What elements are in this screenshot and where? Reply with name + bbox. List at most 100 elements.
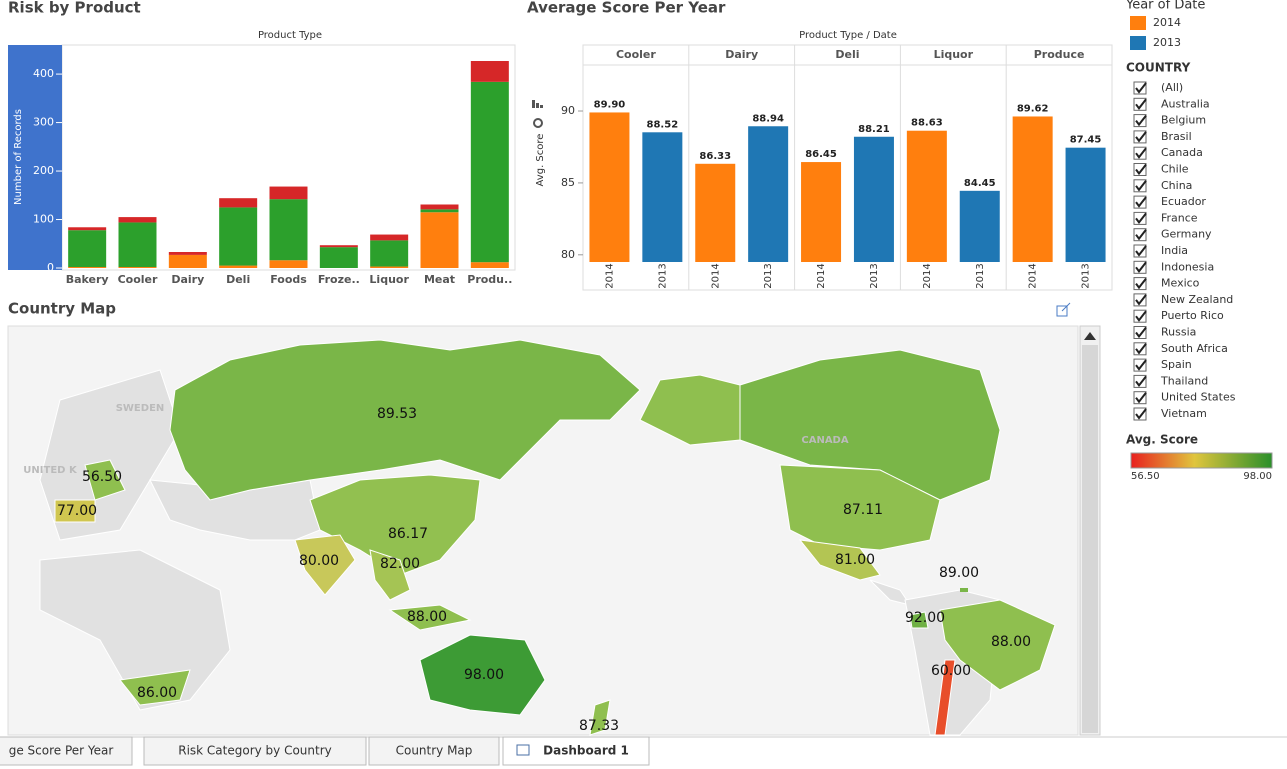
country-value-label: 81.00 (835, 552, 875, 568)
checkmark (1135, 131, 1147, 143)
checkmark (1135, 98, 1147, 110)
filter-option[interactable]: Brasil (1161, 130, 1192, 143)
filter-option[interactable]: Thailand (1160, 374, 1208, 387)
scrollbar[interactable] (1079, 325, 1101, 736)
bar (589, 112, 630, 263)
place-name: CANADA (801, 435, 848, 446)
value-label: 88.63 (911, 118, 943, 129)
bar (1065, 147, 1106, 262)
filter-option[interactable]: China (1161, 179, 1192, 192)
filter-option[interactable]: Indonesia (1161, 260, 1214, 273)
filter-option[interactable]: United States (1161, 391, 1236, 404)
bar-segment (68, 227, 107, 231)
filter-option[interactable]: Germany (1161, 228, 1212, 241)
tab[interactable] (502, 736, 650, 766)
bar-segment (68, 267, 107, 268)
x-tick-label: 2013 (975, 263, 986, 288)
checkmark (1135, 392, 1147, 404)
country-value-label: 56.50 (82, 469, 122, 485)
bar-segment (470, 262, 509, 268)
external-link-icon[interactable] (1056, 302, 1071, 317)
bar-segment (269, 186, 308, 200)
filter-option[interactable]: Mexico (1161, 277, 1200, 290)
filter-option[interactable]: Australia (1161, 97, 1210, 110)
checkmark (1135, 375, 1147, 388)
x-tick-label: Liquor (369, 273, 409, 286)
filter-option[interactable]: Vietnam (1161, 407, 1207, 420)
country-value-label: 92.00 (905, 610, 945, 626)
bar-segment (420, 212, 459, 268)
checkmark (1135, 326, 1147, 339)
filter-option[interactable]: South Africa (1161, 342, 1228, 355)
bar (906, 130, 947, 262)
x-tick-label: 2014 (604, 263, 615, 288)
x-axis-title: Product Type / Date (799, 30, 897, 41)
toolbar-icons[interactable] (532, 100, 543, 128)
color-legend-max: 98.00 (1243, 471, 1272, 482)
country-value-label: 86.17 (388, 526, 428, 542)
tab-label[interactable]: Risk Category by Country (178, 744, 332, 758)
color-ramp (1130, 452, 1273, 469)
y-tick-label: 90 (561, 104, 575, 117)
filter-option[interactable]: India (1161, 244, 1188, 257)
color-legend-min: 56.50 (1131, 471, 1160, 482)
country-value-label: 89.00 (939, 565, 979, 581)
bar-segment (470, 60, 509, 82)
bar-segment (219, 265, 258, 268)
map-title: Country Map (8, 300, 116, 318)
filter-option[interactable]: New Zealand (1161, 293, 1233, 306)
value-label: 88.52 (647, 119, 679, 130)
bar-segment (68, 230, 107, 268)
x-tick-label: 2013 (657, 263, 668, 288)
filter-option[interactable]: (All) (1161, 81, 1183, 94)
filter-option[interactable]: Belgium (1161, 114, 1206, 127)
country-value-label: 87.33 (579, 718, 619, 734)
legend-label: 2014 (1153, 16, 1181, 29)
filter-option[interactable]: Canada (1161, 146, 1203, 159)
filter-option[interactable]: Russia (1161, 326, 1196, 339)
checkmark (1135, 163, 1147, 176)
x-tick-label: 2013 (869, 263, 880, 288)
tab[interactable] (143, 736, 367, 766)
x-tick-label: 2014 (816, 263, 827, 288)
value-label: 84.45 (964, 178, 996, 189)
filter-option[interactable]: Spain (1161, 358, 1192, 371)
tab-label[interactable]: Country Map (396, 744, 473, 758)
country-value-label: 87.11 (843, 502, 883, 518)
filter-option[interactable]: France (1161, 211, 1198, 224)
bar (695, 163, 736, 262)
bar-segment (420, 209, 459, 213)
panel-header: Deli (835, 48, 859, 61)
bar-segment (118, 217, 157, 223)
color-legend-title: Avg. Score (1126, 433, 1198, 447)
country-value-label: 98.00 (464, 667, 504, 683)
filter-option[interactable]: Ecuador (1161, 195, 1206, 208)
y-axis-title: Number of Records (13, 109, 24, 205)
country-value-label: 82.00 (380, 556, 420, 572)
filter-option[interactable]: Puerto Rico (1161, 309, 1224, 322)
bar (959, 190, 1000, 262)
x-tick-label: Cooler (118, 273, 158, 286)
value-label: 86.45 (805, 149, 837, 160)
map[interactable] (7, 325, 1079, 736)
checkmark (1135, 294, 1147, 306)
filter-option[interactable]: Chile (1161, 163, 1189, 176)
y-tick-label: 85 (561, 176, 575, 189)
bar-segment (420, 204, 459, 210)
checkmark (1135, 310, 1147, 322)
bar (748, 126, 789, 263)
tab[interactable] (368, 736, 500, 766)
y-tick-label: 400 (33, 67, 54, 80)
place-name: SWEDEN (116, 403, 165, 414)
x-axis-title: Product Type (258, 30, 322, 41)
value-label: 89.62 (1017, 103, 1049, 114)
tab-label[interactable]: ge Score Per Year (9, 744, 114, 758)
filter-title: COUNTRY (1126, 61, 1191, 75)
tab[interactable] (0, 736, 133, 766)
checkmark (1135, 245, 1147, 257)
bar-segment (370, 240, 409, 267)
checkmark (1135, 343, 1147, 355)
x-tick-label: Bakery (66, 273, 109, 286)
y-tick-label: 200 (33, 164, 54, 177)
tab-label[interactable]: Dashboard 1 (543, 744, 629, 758)
